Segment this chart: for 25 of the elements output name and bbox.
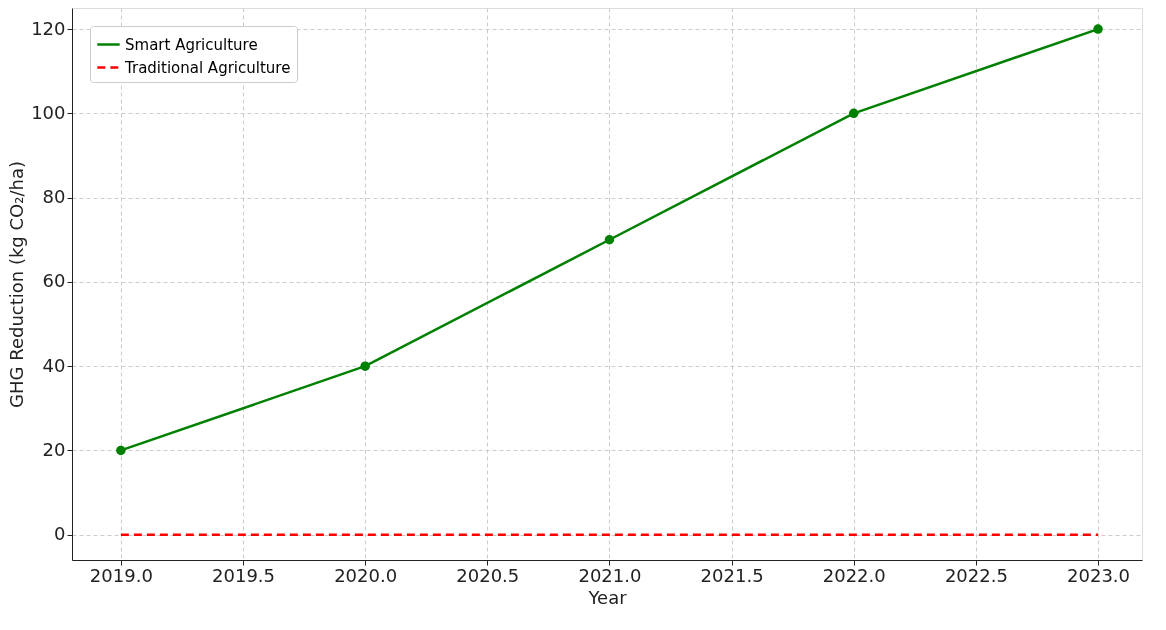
point [848,108,859,119]
legend-label: Traditional Agriculture [124,58,291,77]
y-axis-title: GHG Reduction (kg CO₂/ha) [6,161,28,408]
point [116,445,126,456]
x-tick-label: 2023.0 [1067,564,1131,586]
y-tick-label: 80 [42,186,66,208]
point [604,235,615,245]
x-tick-label: 2022.0 [822,564,886,586]
x-tick-label: 2020.0 [334,564,398,586]
point [1093,24,1103,34]
x-tick-label: 2022.5 [944,564,1008,586]
point [360,361,370,371]
x-tick-label: 2021.5 [700,564,764,586]
y-tick-label: 100 [31,101,66,123]
y-tick-label: 0 [54,523,66,545]
y-tick-label: 120 [31,17,66,39]
y-tick-label: 40 [42,354,66,376]
y-tick-label: 20 [42,438,66,460]
x-tick-label: 2019.5 [212,564,275,586]
legend-label: Smart Agriculture [125,35,258,54]
x-tick-label: 2020.5 [456,564,520,586]
x-tick-label: 2021.0 [578,564,642,586]
y-tick-label: 60 [42,270,66,292]
x-axis-title: Year [587,586,628,608]
x-tick-label: 2019.0 [89,564,153,586]
